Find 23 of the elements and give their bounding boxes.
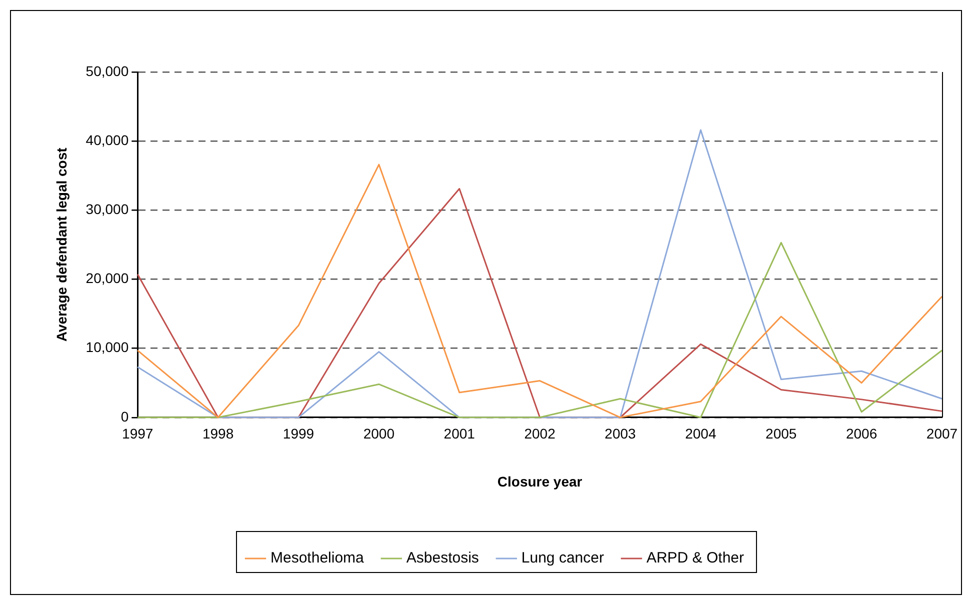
x-tick-label: 2001: [444, 426, 476, 442]
legend-label: Asbestosis: [406, 550, 479, 567]
x-tick-label: 2006: [846, 426, 878, 442]
legend-label: ARPD & Other: [646, 550, 744, 567]
y-tick-label: 50,000: [86, 62, 129, 79]
y-axis-title: Average defendant legal cost: [53, 147, 70, 342]
x-tick-label: 2005: [766, 426, 797, 442]
x-axis-title: Closure year: [497, 473, 583, 490]
legend-label: Mesothelioma: [270, 550, 365, 567]
y-tick-label: 20,000: [86, 270, 129, 286]
y-tick-label: 30,000: [86, 201, 129, 218]
x-tick-label: 2003: [604, 426, 636, 442]
x-tick-label: 1999: [282, 426, 314, 442]
x-tick-label: 1997: [122, 426, 154, 442]
legend-label: Lung cancer: [521, 550, 604, 567]
x-tick-label: 1998: [202, 426, 234, 442]
y-tick-label: 10,000: [86, 339, 129, 356]
x-tick-label: 2004: [685, 426, 716, 442]
x-tick-label: 2007: [926, 426, 958, 442]
y-tick-label: 0: [120, 408, 129, 424]
x-tick-label: 2002: [524, 426, 556, 442]
y-tick-label: 40,000: [86, 132, 129, 148]
x-tick-label: 2000: [363, 426, 395, 442]
